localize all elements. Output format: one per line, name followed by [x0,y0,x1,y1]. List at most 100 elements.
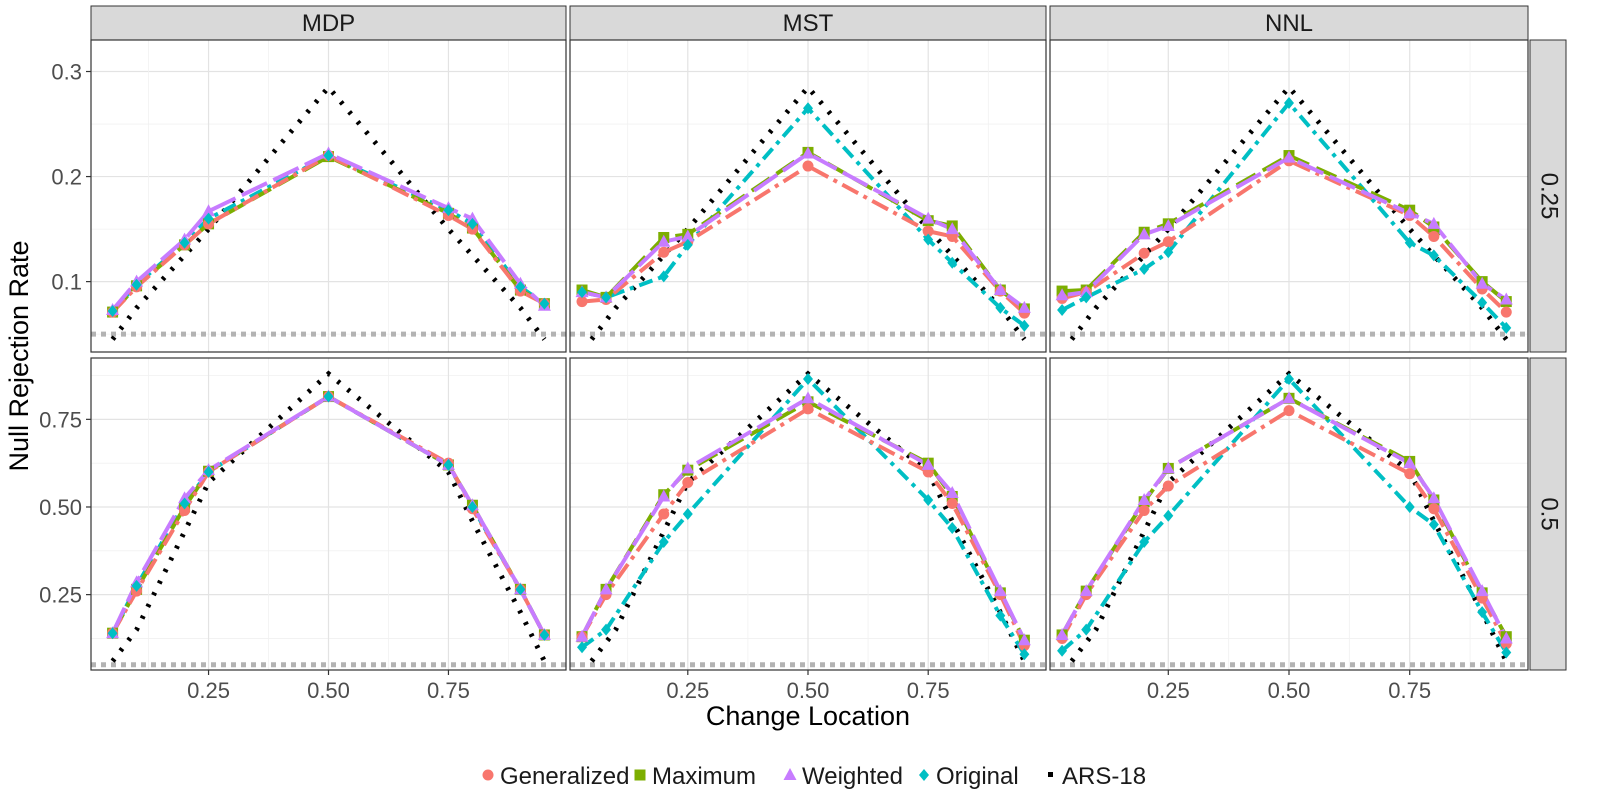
legend-item-wei: Weighted [783,763,903,790]
data-point-ori [658,270,669,283]
data-point-ori [803,373,813,386]
data-point-ori [1284,97,1294,110]
data-point-ori [323,149,334,162]
legend-item-ori: Original [919,763,1019,790]
series-line-ars [110,83,547,341]
x-tick-label: 0.50 [307,678,350,703]
x-tick-label: 0.25 [666,678,709,703]
data-point-wei [1403,456,1417,469]
data-point-wei [1017,300,1031,313]
data-point-ori [1404,500,1415,513]
data-point-ori [443,458,454,471]
data-point-ori [1501,646,1512,659]
data-point-ori [131,579,142,592]
data-point-ori [1501,321,1512,334]
y-axis-title: Null Rejection Rate [4,240,34,471]
data-point-wei [1079,285,1093,298]
data-point-wei [1427,216,1441,229]
data-point-ori [682,238,693,251]
data-point-ori [601,623,612,636]
data-point-wei [921,211,935,224]
data-point-ori [443,204,454,217]
data-point-ori [1057,644,1068,657]
data-point-wei [1161,461,1175,474]
data-point-wei [575,629,589,642]
facet-strip-mst [569,5,1047,41]
data-point-wei [657,489,671,502]
data-point-wei [945,485,959,498]
legend-label: Maximum [652,763,756,790]
series-line-gen [111,153,546,314]
legend-swatch [783,768,797,780]
legend-label: ARS-18 [1062,763,1146,790]
data-point-ori [203,212,214,225]
data-point-ori [1477,296,1488,309]
data-point-gen [802,403,814,415]
data-point-wei [1499,631,1513,644]
data-point-ori [923,233,934,246]
data-point-ori [1428,518,1439,531]
facet-row-label: 0.25 [1536,173,1563,220]
panel-nnl-0.25 [1049,39,1529,353]
data-point-ori [515,583,526,596]
data-point-ori [107,627,118,640]
data-point-gen [576,296,588,308]
data-point-wei [1475,276,1489,289]
legend-item-max: Maximum [634,763,756,790]
y-tick-label: 0.3 [51,60,82,85]
data-point-ori [1477,606,1488,619]
data-point-ori [467,500,478,513]
data-point-ori [947,256,958,269]
panel-mdp-0.25: 0.1 0.2 0.3 [51,39,567,353]
legend-label: Weighted [802,763,903,790]
data-point-wei [1055,288,1069,301]
data-point-wei [993,283,1007,296]
x-axis-title: Change Location [706,701,910,731]
legend-swatch [634,769,646,781]
data-point-wei [1137,227,1151,240]
facet-strip-nnl [1049,5,1529,41]
data-point-ori [577,641,588,654]
y-tick-label: 0.75 [39,407,82,432]
data-point-wei [1403,206,1417,219]
data-point-gen [658,246,670,258]
data-point-ori [515,280,526,293]
facet-label: MDP [302,10,355,37]
data-point-gen [1283,405,1295,417]
legend-swatch [919,769,929,781]
data-point-gen [1500,306,1512,318]
data-point-gen [682,476,694,488]
data-point-ori [995,609,1006,622]
data-point-wei [1017,633,1031,646]
data-point-wei [1499,292,1513,305]
data-point-gen [946,497,958,509]
legend-label: Original [936,763,1019,790]
data-point-ori [1163,246,1174,259]
legend-item-gen: Generalized [482,763,629,790]
facet-label: NNL [1265,10,1313,37]
data-point-gen [1162,480,1174,492]
data-point-ori [539,297,550,310]
series-line-gen [1060,408,1509,645]
data-point-wei [1282,150,1296,163]
x-tick-label: 0.75 [1388,678,1431,703]
panel-border [569,39,1047,353]
series-line-ori [1060,376,1509,654]
data-point-wei [1137,492,1151,505]
data-point-ori [1019,319,1030,332]
legend: Generalized Maximum Weighted Original ARS-18 [482,763,1146,790]
panel-mst-0.25 [569,39,1047,353]
facet-strip-row [1529,357,1567,671]
data-point-wei [599,582,613,595]
data-point-ori [539,628,550,641]
data-point-wei [1079,584,1093,597]
data-point-ori [467,217,478,230]
x-tick-label: 0.50 [787,678,830,703]
data-point-ori [947,522,958,535]
data-point-ori [1081,291,1092,304]
data-point-wei [801,146,815,159]
data-point-wei [1427,491,1441,504]
data-point-ori [1163,509,1174,522]
data-point-ori [577,286,588,299]
